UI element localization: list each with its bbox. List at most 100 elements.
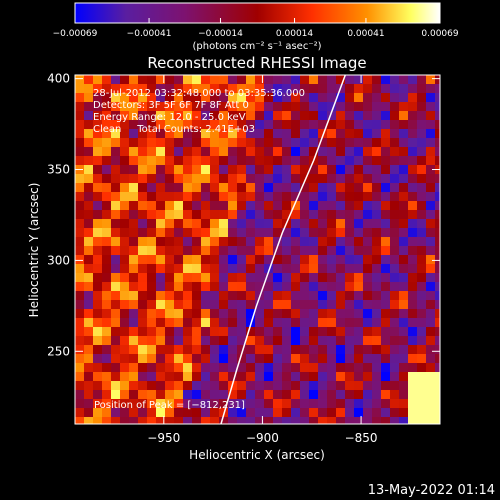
heatmap-cell [120, 309, 130, 319]
heatmap-cell [372, 147, 382, 157]
heatmap-cell [183, 390, 193, 400]
heatmap-cell [120, 399, 130, 409]
heatmap-cell [192, 336, 202, 346]
heatmap-cell [381, 264, 391, 274]
heatmap-cell [417, 228, 427, 238]
heatmap-cell [75, 228, 85, 238]
heatmap-cell [390, 399, 400, 409]
heatmap-cell [228, 93, 238, 103]
heatmap-cell [84, 336, 94, 346]
heatmap-cell [75, 318, 85, 328]
heatmap-cell [138, 120, 148, 130]
heatmap-cell [192, 219, 202, 229]
heatmap-cell [282, 84, 292, 94]
heatmap-cell [147, 183, 157, 193]
heatmap-cell [282, 390, 292, 400]
colorbar-tick-label: 0.00041 [347, 29, 384, 39]
heatmap-cell [426, 84, 436, 94]
heatmap-cell [426, 192, 436, 202]
heatmap-cell [147, 165, 157, 175]
heatmap-cell [183, 336, 193, 346]
heatmap-cell [309, 147, 319, 157]
heatmap-cell [210, 102, 220, 112]
heatmap-cell [354, 237, 364, 247]
heatmap-cell [363, 345, 373, 355]
heatmap-cell [147, 399, 157, 409]
heatmap-cell [219, 327, 229, 337]
heatmap-cell [336, 156, 346, 166]
heatmap-cell [147, 345, 157, 355]
heatmap-cell [435, 399, 440, 409]
heatmap-cell [129, 255, 139, 265]
heatmap-cell [156, 219, 166, 229]
heatmap-cell [75, 282, 85, 292]
heatmap-cell [309, 165, 319, 175]
heatmap-cell [138, 210, 148, 220]
heatmap-cell [318, 129, 328, 139]
heatmap-cell [255, 102, 265, 112]
heatmap-cell [381, 84, 391, 94]
heatmap-cell [336, 345, 346, 355]
heatmap-cell [426, 336, 436, 346]
heatmap-cell [381, 165, 391, 175]
heatmap-cell [183, 327, 193, 337]
heatmap-cell [138, 291, 148, 301]
heatmap-cell [363, 381, 373, 391]
heatmap-cell [291, 219, 301, 229]
heatmap-cell [255, 363, 265, 373]
heatmap-cell [111, 111, 121, 121]
heatmap-cell [435, 255, 440, 265]
heatmap-cell [174, 183, 184, 193]
heatmap-cell [174, 102, 184, 112]
heatmap-cell [84, 408, 94, 418]
heatmap-cell [300, 300, 310, 310]
heatmap-cell [210, 327, 220, 337]
heatmap-cell [255, 264, 265, 274]
heatmap-cell [336, 147, 346, 157]
heatmap-cell [282, 273, 292, 283]
heatmap-cell [291, 381, 301, 391]
heatmap-cell [129, 75, 139, 85]
heatmap-cell [408, 147, 418, 157]
heatmap-cell [399, 354, 409, 364]
heatmap-cell [183, 156, 193, 166]
heatmap-cell [228, 363, 238, 373]
heatmap-cell [201, 228, 211, 238]
heatmap-cell [300, 264, 310, 274]
heatmap-cell [183, 219, 193, 229]
heatmap-cell [156, 381, 166, 391]
heatmap-cell [138, 399, 148, 409]
heatmap-cell [228, 201, 238, 211]
heatmap-cell [327, 228, 337, 238]
heatmap-cell [147, 246, 157, 256]
heatmap-cell [264, 93, 274, 103]
heatmap-cell [300, 273, 310, 283]
heatmap-cell [264, 129, 274, 139]
heatmap-cell [273, 273, 283, 283]
heatmap-cell [147, 93, 157, 103]
heatmap-cell [138, 363, 148, 373]
heatmap-cell [102, 417, 112, 424]
heatmap-cell [291, 327, 301, 337]
heatmap-cell [399, 372, 409, 382]
heatmap-cell [165, 372, 175, 382]
heatmap-cell [147, 228, 157, 238]
heatmap-cell [399, 300, 409, 310]
heatmap-cell [354, 84, 364, 94]
heatmap-cell [147, 111, 157, 121]
heatmap-cell [84, 264, 94, 274]
heatmap-cell [399, 201, 409, 211]
heatmap-cell [174, 156, 184, 166]
heatmap-cell [318, 291, 328, 301]
heatmap-cell [336, 390, 346, 400]
heatmap-cell [399, 228, 409, 238]
heatmap-cell [183, 255, 193, 265]
heatmap-cell [165, 129, 175, 139]
heatmap-cell [417, 120, 427, 130]
heatmap-cell [138, 318, 148, 328]
heatmap-cell [273, 336, 283, 346]
heatmap-cell [291, 399, 301, 409]
heatmap-cell [219, 93, 229, 103]
heatmap-cell [264, 327, 274, 337]
